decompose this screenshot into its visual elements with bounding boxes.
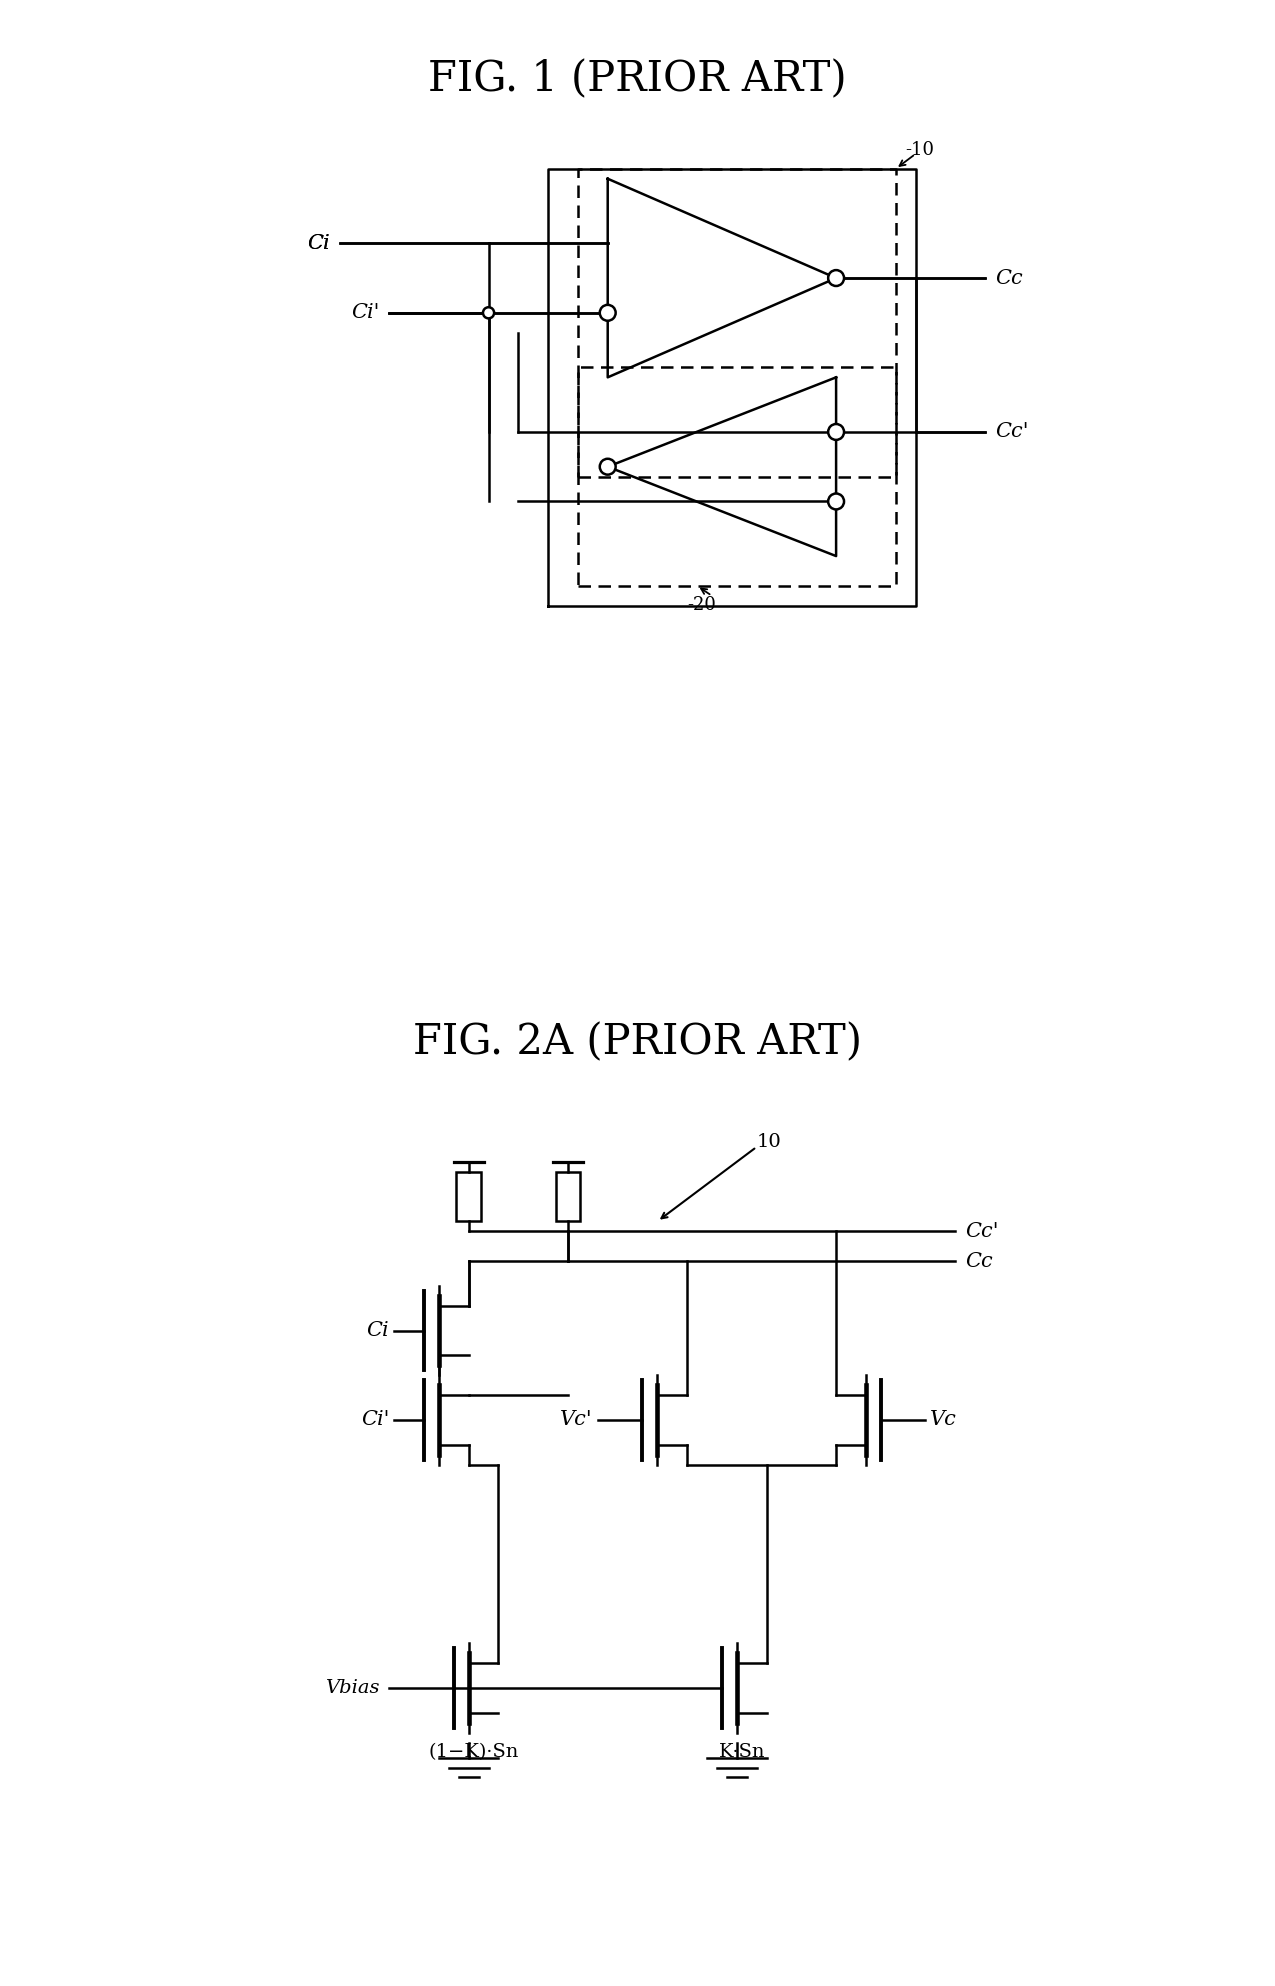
Text: Ci: Ci xyxy=(307,234,330,252)
Circle shape xyxy=(829,425,844,441)
Text: FIG. 2A (PRIOR ART): FIG. 2A (PRIOR ART) xyxy=(413,1021,862,1064)
Text: K·Sn: K·Sn xyxy=(719,1744,765,1762)
Bar xyxy=(556,1172,580,1221)
Text: (1−K)·Sn: (1−K)·Sn xyxy=(428,1744,519,1762)
Text: Ci': Ci' xyxy=(351,304,380,322)
Text: 10: 10 xyxy=(756,1132,782,1152)
Circle shape xyxy=(483,308,495,318)
Text: Cc': Cc' xyxy=(965,1221,998,1241)
Text: FIG. 1 (PRIOR ART): FIG. 1 (PRIOR ART) xyxy=(428,58,847,101)
Circle shape xyxy=(599,459,616,475)
Bar xyxy=(456,1172,481,1221)
Text: Cc: Cc xyxy=(965,1251,993,1271)
Text: Vc': Vc' xyxy=(560,1410,593,1430)
Circle shape xyxy=(599,306,616,320)
Circle shape xyxy=(829,495,844,510)
Text: Ci: Ci xyxy=(367,1321,389,1341)
Text: Vc: Vc xyxy=(931,1410,958,1430)
Text: Cc': Cc' xyxy=(994,423,1029,441)
Circle shape xyxy=(829,270,844,286)
Text: Ci: Ci xyxy=(307,234,330,252)
Text: Vbias: Vbias xyxy=(325,1678,380,1698)
Text: Cc: Cc xyxy=(994,268,1023,288)
Text: -10: -10 xyxy=(905,141,935,159)
Text: Ci': Ci' xyxy=(361,1410,389,1430)
Text: -20: -20 xyxy=(687,596,717,614)
